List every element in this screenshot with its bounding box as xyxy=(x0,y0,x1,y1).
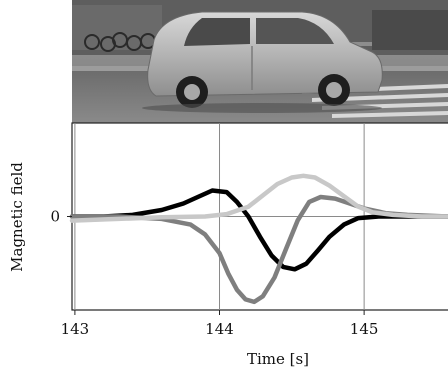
series-line-0 xyxy=(69,188,448,272)
y-axis-title: Magnetic field xyxy=(8,162,26,272)
x-axis-title: Time [s] xyxy=(247,350,309,368)
tick-group: 143 144 145 0 xyxy=(50,208,378,339)
x-tick-label-2: 145 xyxy=(350,320,379,338)
street-photo-graphic xyxy=(72,0,448,123)
series-line-2 xyxy=(69,173,448,223)
x-tick-label-1: 144 xyxy=(205,320,234,338)
street-scene-photo xyxy=(72,0,448,123)
y-tick-label-0: 0 xyxy=(50,208,60,226)
series-group xyxy=(69,173,448,305)
x-tick-label-0: 143 xyxy=(61,320,90,338)
